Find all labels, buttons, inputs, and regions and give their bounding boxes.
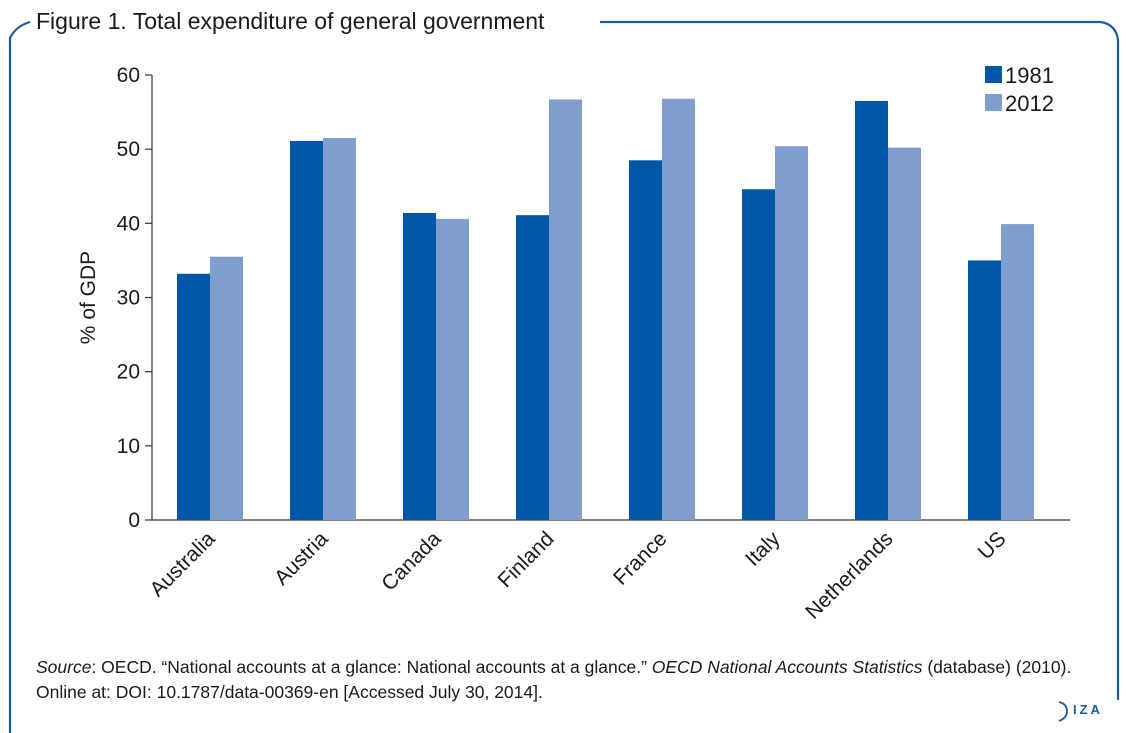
bar-1981-france xyxy=(629,160,662,520)
source-label: Source xyxy=(36,657,92,677)
x-tick-label: Finland xyxy=(494,527,559,592)
bar-1981-canada xyxy=(403,212,436,520)
x-tick-label: Netherlands xyxy=(801,527,897,623)
bar-1981-us xyxy=(968,260,1001,520)
y-tick-label: 0 xyxy=(128,509,140,532)
iza-logo-icon xyxy=(1058,701,1068,722)
y-tick-label: 40 xyxy=(117,212,140,235)
bar-2012-italy xyxy=(775,146,808,520)
x-tick-label: Canada xyxy=(377,527,446,596)
bar-1981-finland xyxy=(516,215,549,521)
bar-2012-australia xyxy=(210,256,243,520)
y-tick-label: 60 xyxy=(117,64,140,87)
bar-2012-finland xyxy=(549,99,582,520)
bar-2012-france xyxy=(662,98,695,520)
chart-legend: 1981 2012 xyxy=(985,63,1054,116)
iza-logo-text: IZA xyxy=(1073,702,1103,717)
bar-1981-netherlands xyxy=(855,100,888,520)
x-tick-label: Austria xyxy=(270,527,333,590)
bar-1981-australia xyxy=(177,273,210,520)
bar-1981-italy xyxy=(742,189,775,520)
bar-2012-us xyxy=(1001,224,1034,520)
y-tick-label: 50 xyxy=(117,138,140,161)
legend-swatch-1981 xyxy=(985,66,1002,83)
legend-swatch-2012 xyxy=(985,94,1002,111)
x-tick-label: Australia xyxy=(145,527,219,601)
x-tick-label: US xyxy=(974,527,1011,564)
y-tick-label: 10 xyxy=(117,435,140,458)
legend-label-1981: 1981 xyxy=(1005,63,1054,88)
source-text-after: (database) (2010). Online at: DOI: 10.17… xyxy=(36,657,1072,702)
figure-title: Figure 1. Total expenditure of general g… xyxy=(34,6,551,36)
bar-2012-netherlands xyxy=(888,147,921,520)
y-tick-label: 30 xyxy=(117,287,140,310)
x-tick-label: Italy xyxy=(741,527,785,571)
bar-2012-canada xyxy=(436,218,469,520)
y-axis-title: % of GDP xyxy=(77,251,100,344)
source-publication: OECD National Accounts Statistics xyxy=(651,657,923,677)
x-tick-label: France xyxy=(609,527,671,589)
x-tick-labels: Australia Austria Canada Finland France Italy… xyxy=(145,527,1010,624)
bar-1981-austria xyxy=(290,141,323,520)
legend-label-2012: 2012 xyxy=(1005,91,1054,116)
chart-bars xyxy=(177,98,1034,521)
source-note: Source: OECD. “National accounts at a gl… xyxy=(36,655,1096,705)
y-tick-label: 20 xyxy=(117,361,140,384)
source-text-before: : OECD. “National accounts at a glance: … xyxy=(91,657,652,677)
bar-2012-austria xyxy=(323,138,356,520)
